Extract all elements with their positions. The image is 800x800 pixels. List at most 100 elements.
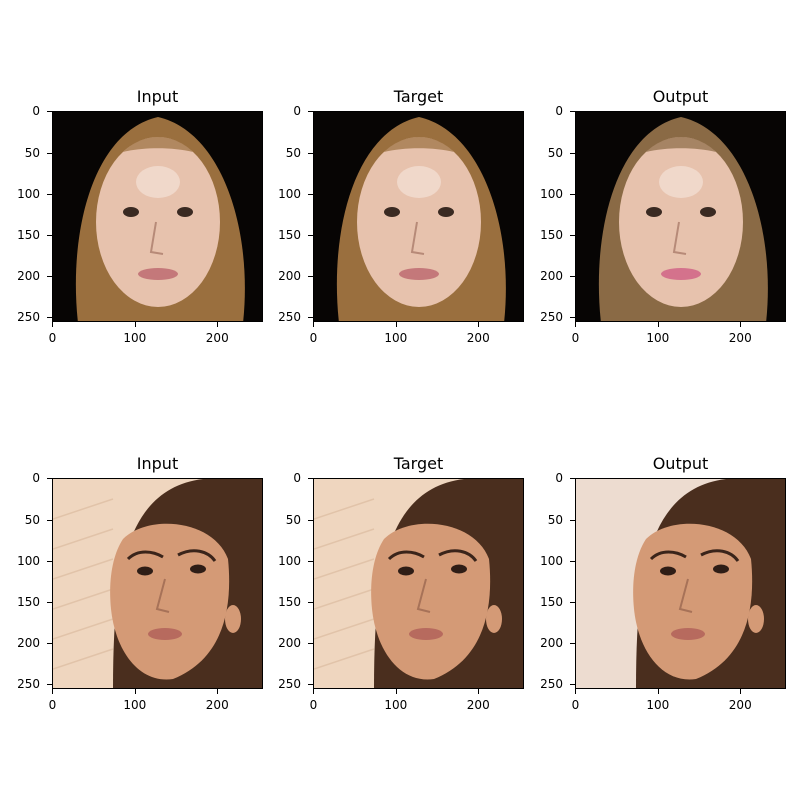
y-tick-mark <box>47 560 52 562</box>
y-tick-label: 50 <box>547 512 563 527</box>
y-tick-label: 150 <box>278 228 301 243</box>
x-tick-label: 100 <box>123 698 147 712</box>
x-tick-label: 100 <box>384 698 408 712</box>
lips <box>148 628 182 640</box>
hair-part <box>123 137 193 152</box>
x-tick-label: 0 <box>571 698 580 712</box>
right-eyebrow <box>700 549 740 562</box>
y-tick-mark <box>308 560 313 562</box>
nose <box>149 221 164 255</box>
y-tick-mark <box>570 317 575 319</box>
left-eyebrow <box>649 550 687 561</box>
y-tick-label: 100 <box>540 553 563 568</box>
y-tick-label: 200 <box>278 269 301 284</box>
x-tick-mark <box>217 689 219 694</box>
hair-part <box>646 137 716 152</box>
y-tick-label: 150 <box>278 595 301 610</box>
y-tick-mark <box>308 317 313 319</box>
y-tick-label: 0 <box>32 104 40 119</box>
y-tick-mark <box>570 152 575 154</box>
x-tick-mark <box>740 322 742 327</box>
lips <box>671 628 705 640</box>
y-tick-mark <box>47 684 52 686</box>
x-tick-label: 100 <box>123 331 147 345</box>
background-stroke <box>314 558 375 580</box>
y-tick-label: 150 <box>540 228 563 243</box>
right-eye <box>177 207 193 217</box>
x-tick-label: 200 <box>728 698 752 712</box>
background-stroke <box>314 618 375 640</box>
right-eye <box>700 207 716 217</box>
y-tick-label: 200 <box>278 636 301 651</box>
face-2-input-image <box>53 479 262 688</box>
y-tick-label: 0 <box>32 471 40 486</box>
y-tick-label: 100 <box>17 553 40 568</box>
x-tick-label: 0 <box>309 698 318 712</box>
face-skin <box>357 137 481 307</box>
right-eyebrow <box>177 549 217 562</box>
x-tick-mark <box>478 322 480 327</box>
face-image <box>52 478 263 689</box>
x-tick-label: 200 <box>205 698 229 712</box>
nose <box>678 578 693 613</box>
x-tick-mark <box>52 689 54 694</box>
y-tick-label: 200 <box>17 636 40 651</box>
y-tick-mark <box>308 602 313 604</box>
background-stroke <box>314 588 375 610</box>
y-tick-label: 0 <box>293 104 301 119</box>
y-tick-mark <box>308 478 313 480</box>
y-tick-label: 250 <box>17 310 40 325</box>
panel-title: Input <box>136 87 179 106</box>
y-tick-label: 50 <box>24 512 40 527</box>
x-tick-mark <box>478 689 480 694</box>
background-stroke <box>314 648 375 670</box>
right-eye <box>713 564 729 574</box>
y-tick-label: 150 <box>17 595 40 610</box>
face-1-output-image <box>576 112 785 321</box>
y-tick-label: 0 <box>293 471 301 486</box>
left-eye <box>137 566 153 576</box>
y-tick-label: 50 <box>285 512 301 527</box>
ear <box>225 605 241 633</box>
y-tick-mark <box>570 478 575 480</box>
y-tick-label: 200 <box>540 636 563 651</box>
panel-bottom-input: Input 0 50 100 150 200 250 0 100 200 <box>17 454 263 712</box>
y-tick-mark <box>308 235 313 237</box>
panel-top-target: Target 0 50 100 150 200 250 0 100 200 <box>278 87 524 345</box>
panel-bottom-target: Target 0 50 100 150 200 250 0 100 200 <box>278 454 524 712</box>
x-tick-mark <box>740 689 742 694</box>
forehead-highlight <box>136 166 180 198</box>
y-tick-mark <box>47 235 52 237</box>
face-2-target-image <box>314 479 523 688</box>
right-eye <box>451 564 467 574</box>
x-tick-label: 200 <box>466 698 490 712</box>
background-stroke <box>53 618 114 640</box>
x-tick-label: 0 <box>309 331 318 345</box>
panel-top-input: Input 0 50 100 150 200 250 0 100 200 <box>17 87 263 345</box>
face-image <box>575 478 786 689</box>
x-tick-mark <box>395 689 397 694</box>
x-tick-label: 100 <box>384 331 408 345</box>
x-tick-mark <box>134 322 136 327</box>
y-tick-mark <box>570 643 575 645</box>
y-tick-label: 200 <box>540 269 563 284</box>
y-tick-label: 50 <box>547 145 563 160</box>
face-skin <box>110 523 230 680</box>
y-tick-mark <box>570 235 575 237</box>
y-tick-label: 250 <box>17 677 40 692</box>
right-eye <box>438 207 454 217</box>
x-tick-mark <box>217 322 219 327</box>
y-tick-mark <box>47 643 52 645</box>
y-tick-mark <box>47 602 52 604</box>
panel-title: Target <box>393 87 444 106</box>
background-stroke <box>53 648 114 670</box>
forehead-highlight <box>659 166 703 198</box>
x-tick-label: 0 <box>48 331 57 345</box>
background-stroke <box>53 588 114 610</box>
y-tick-mark <box>570 193 575 195</box>
x-tick-label: 200 <box>728 331 752 345</box>
y-tick-mark <box>570 111 575 113</box>
left-eyebrow <box>387 550 425 561</box>
y-tick-mark <box>47 317 52 319</box>
panel-title: Input <box>136 454 179 473</box>
